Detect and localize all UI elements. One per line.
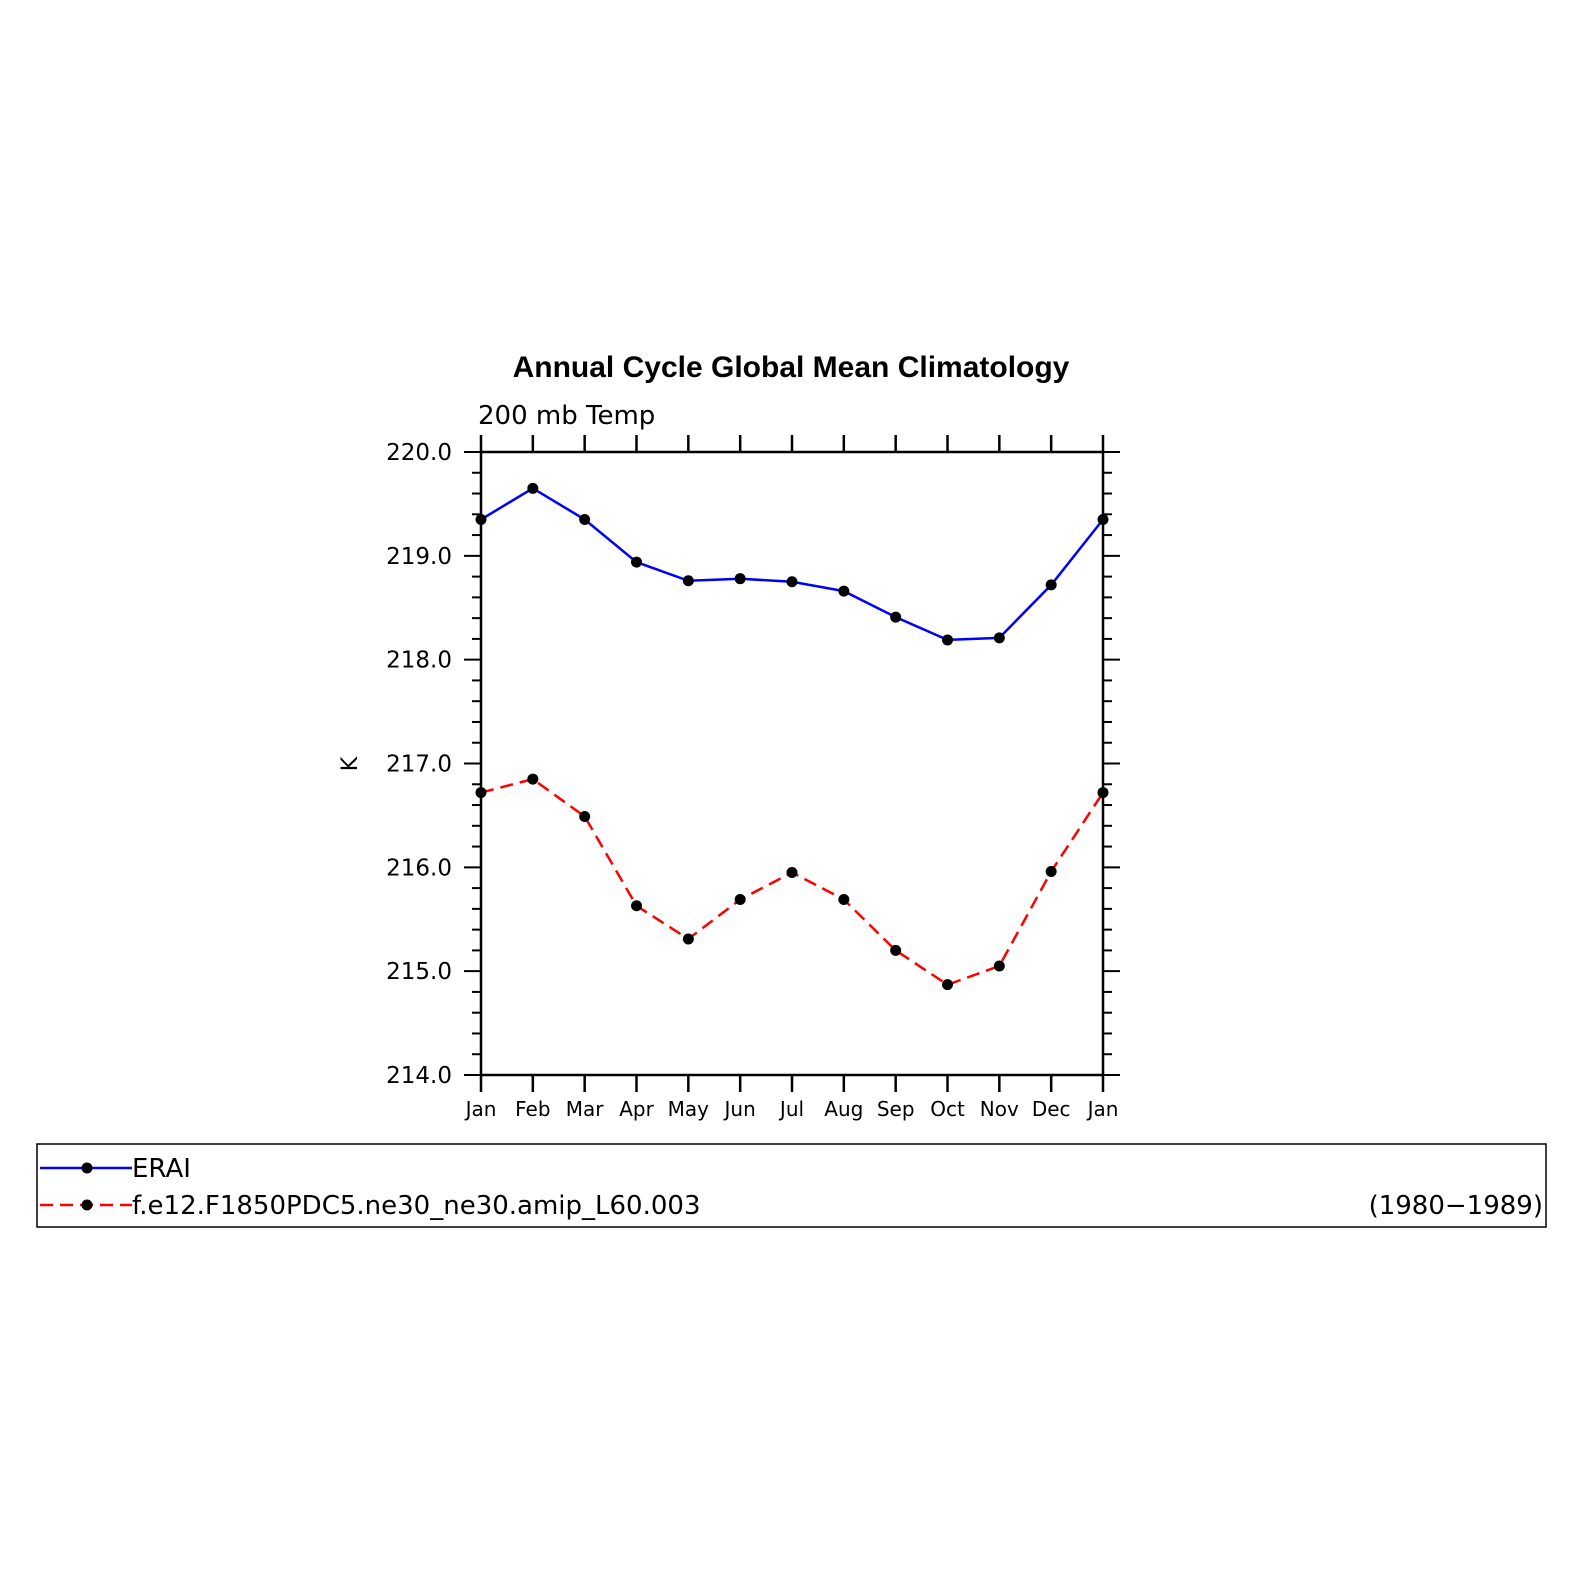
data-point-1 [942, 979, 953, 991]
series-line-1 [480, 777, 1105, 987]
data-point-1 [734, 894, 746, 906]
data-point-1 [631, 900, 642, 912]
y-axis-label: K [338, 756, 363, 771]
chart-title: Annual Cycle Global Mean Climatology [513, 351, 1070, 384]
data-point-0 [527, 482, 539, 494]
x-tick-label: Jun [723, 1097, 756, 1121]
x-tick-label: Jan [1086, 1097, 1119, 1121]
data-point-0 [734, 573, 746, 585]
data-point-0 [890, 611, 902, 623]
data-point-0 [1045, 579, 1057, 591]
x-tick-label: Dec [1032, 1097, 1071, 1121]
x-tick-label: Mar [566, 1097, 605, 1121]
legend-label-erai: ERAI [132, 1154, 191, 1184]
legend-marker-erai [81, 1162, 93, 1174]
legend-period: (1980−1989) [1369, 1191, 1543, 1221]
x-tick-label: Aug [824, 1097, 863, 1121]
data-point-1 [1045, 865, 1057, 877]
x-tick-label: Apr [619, 1097, 654, 1121]
data-point-0 [579, 513, 591, 525]
legend-label-model: f.e12.F1850PDC5.ne30_ne30.amip_L60.003 [132, 1191, 700, 1221]
legend-marker-model [81, 1199, 93, 1211]
data-point-1 [682, 933, 694, 945]
data-point-1 [838, 894, 850, 906]
legend: ERAI f.e12.F1850PDC5.ne30_ne30.amip_L60.… [36, 1143, 1547, 1228]
data-point-1 [475, 787, 487, 799]
y-tick-label: 218.0 [386, 648, 452, 674]
y-tick-label: 219.0 [386, 544, 452, 570]
x-tick-label: Jan [464, 1097, 497, 1121]
series-layer [475, 482, 1109, 991]
data-point-0 [682, 575, 694, 587]
y-tick-label: 217.0 [386, 752, 452, 778]
data-point-0 [838, 585, 850, 597]
data-point-0 [1097, 513, 1109, 525]
x-tick-label: Jul [778, 1097, 804, 1121]
axes: 214.0 215.0 216.0 217.0 218.0 219.0 220.0 Jan Fe… [386, 435, 1120, 1121]
data-point-0 [475, 513, 487, 525]
data-point-1 [579, 810, 591, 822]
chart-subtitle: 200 mb Temp [478, 401, 655, 431]
y-tick-label: 220.0 [386, 440, 452, 466]
data-point-0 [786, 576, 798, 588]
data-point-1 [1097, 787, 1109, 799]
y-tick-label: 216.0 [386, 855, 452, 881]
x-tick-label: Sep [877, 1097, 915, 1121]
data-point-0 [631, 556, 642, 568]
data-point-0 [942, 634, 953, 646]
x-tick-label: Feb [515, 1097, 550, 1121]
x-tick-label: May [668, 1097, 710, 1121]
data-point-1 [993, 960, 1005, 972]
data-point-1 [527, 773, 539, 785]
y-tick-label: 215.0 [386, 959, 452, 985]
legend-box [36, 1143, 1547, 1228]
plot-frame [479, 450, 1105, 1077]
series-line-0 [480, 486, 1104, 642]
data-point-1 [890, 944, 902, 956]
data-point-0 [993, 632, 1005, 644]
x-tick-label: Nov [980, 1097, 1019, 1121]
y-tick-label: 214.0 [386, 1063, 452, 1089]
data-point-1 [786, 867, 798, 879]
x-tick-label: Oct [930, 1097, 965, 1121]
